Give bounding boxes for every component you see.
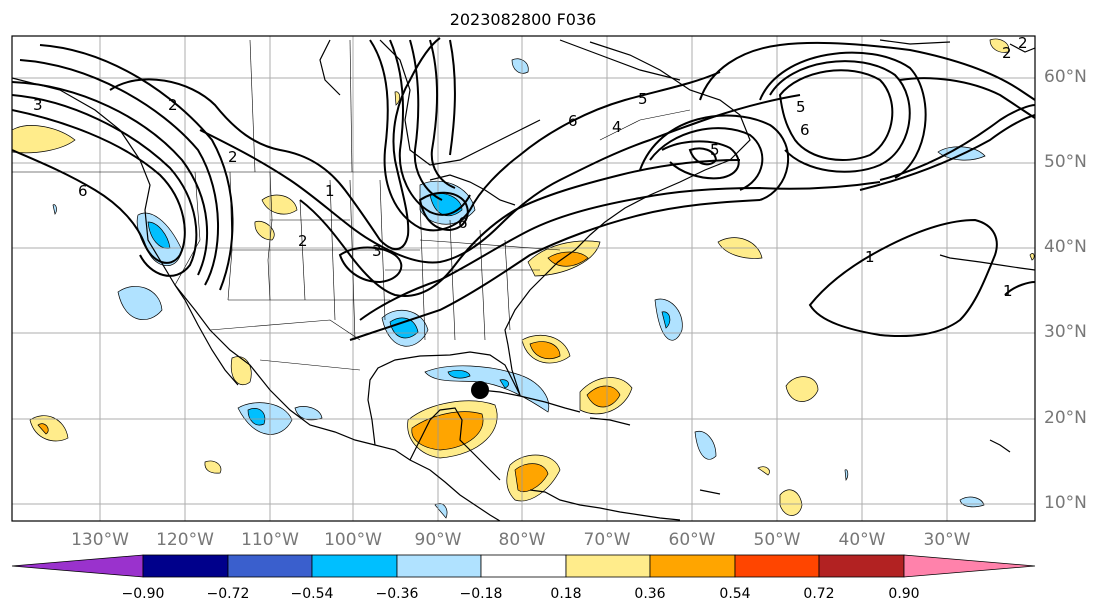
contour-label: 2: [228, 148, 238, 166]
contour-label: 1: [865, 248, 875, 266]
lon-label: 80°W: [498, 530, 546, 550]
coastlines: [12, 39, 1035, 521]
lat-label: 40°N: [1044, 237, 1087, 257]
colorbar-tick-label: 0.36: [634, 586, 666, 602]
colorbar-swatch: [142, 554, 229, 578]
colorbar-tick-label: 0.72: [803, 586, 835, 602]
contour-label: 6: [800, 121, 810, 139]
contour-label: 6: [568, 112, 578, 130]
colorbar-tick-label: 0.18: [550, 586, 582, 602]
lon-label: 40°W: [838, 530, 886, 550]
colorbar-tick-label: −0.90: [121, 586, 165, 602]
colorbar-swatch: [396, 554, 482, 578]
colorbar-tick-label: 0.90: [888, 586, 920, 602]
contour-label: 4: [612, 118, 622, 136]
colorbar-tick-label: −0.54: [290, 586, 334, 602]
contour-label: 3: [372, 242, 382, 260]
lon-label: 130°W: [71, 530, 129, 550]
lon-label: 50°W: [753, 530, 801, 550]
colorbar-swatch: [480, 554, 567, 578]
contour-label: 1: [1003, 282, 1013, 300]
lon-label: 90°W: [414, 530, 462, 550]
lon-label: 70°W: [583, 530, 631, 550]
contour-label: 2: [298, 232, 308, 250]
lon-label: 120°W: [156, 530, 214, 550]
contour-label: 2: [1018, 34, 1028, 52]
colorbar-tick-label: −0.36: [375, 586, 419, 602]
contour-label: 1: [325, 182, 335, 200]
contour-label-group: 3 6 2 2 3 6 4 5 6 5 2 1 1 2 1 6 5 2: [33, 34, 1028, 300]
contour-label: 2: [1002, 44, 1012, 62]
anomaly-shading: [12, 38, 1035, 519]
lat-label: 10°N: [1044, 493, 1087, 513]
lon-label: 30°W: [923, 530, 971, 550]
map-frame: [11, 35, 1036, 522]
lat-label: 30°N: [1044, 322, 1087, 342]
colorbar-extend-high: [903, 554, 1036, 578]
plot-title: 2023082800 F036: [449, 10, 597, 29]
lat-label: 20°N: [1044, 408, 1087, 428]
colorbar-tick-label: −0.72: [206, 586, 250, 602]
colorbar-swatch: [311, 554, 398, 578]
lon-label: 110°W: [241, 530, 299, 550]
lat-label: 50°N: [1044, 152, 1087, 172]
colorbar-swatch: [734, 554, 820, 578]
colorbar-tick-label: −0.18: [459, 586, 503, 602]
colorbar-extend-low: [11, 554, 144, 578]
storm-center-marker: [471, 381, 489, 399]
colorbar-swatch: [565, 554, 651, 578]
contour-label: 5: [710, 141, 720, 159]
lat-label: 60°N: [1044, 67, 1087, 87]
contour-label: 6: [78, 182, 88, 200]
colorbar-swatch: [649, 554, 736, 578]
lon-label: 60°W: [668, 530, 716, 550]
colorbar-tick-label: 0.54: [719, 586, 751, 602]
contour-label: 2: [168, 96, 178, 114]
contour-label: 5: [638, 90, 648, 108]
contour-label: 6: [458, 214, 468, 232]
colorbar: [11, 554, 1036, 578]
colorbar-swatch: [227, 554, 313, 578]
contour-label: 5: [796, 98, 806, 116]
contour-lines: [12, 37, 1035, 341]
lon-label: 100°W: [324, 530, 382, 550]
contour-label: 3: [33, 96, 43, 114]
colorbar-swatch: [818, 554, 905, 578]
